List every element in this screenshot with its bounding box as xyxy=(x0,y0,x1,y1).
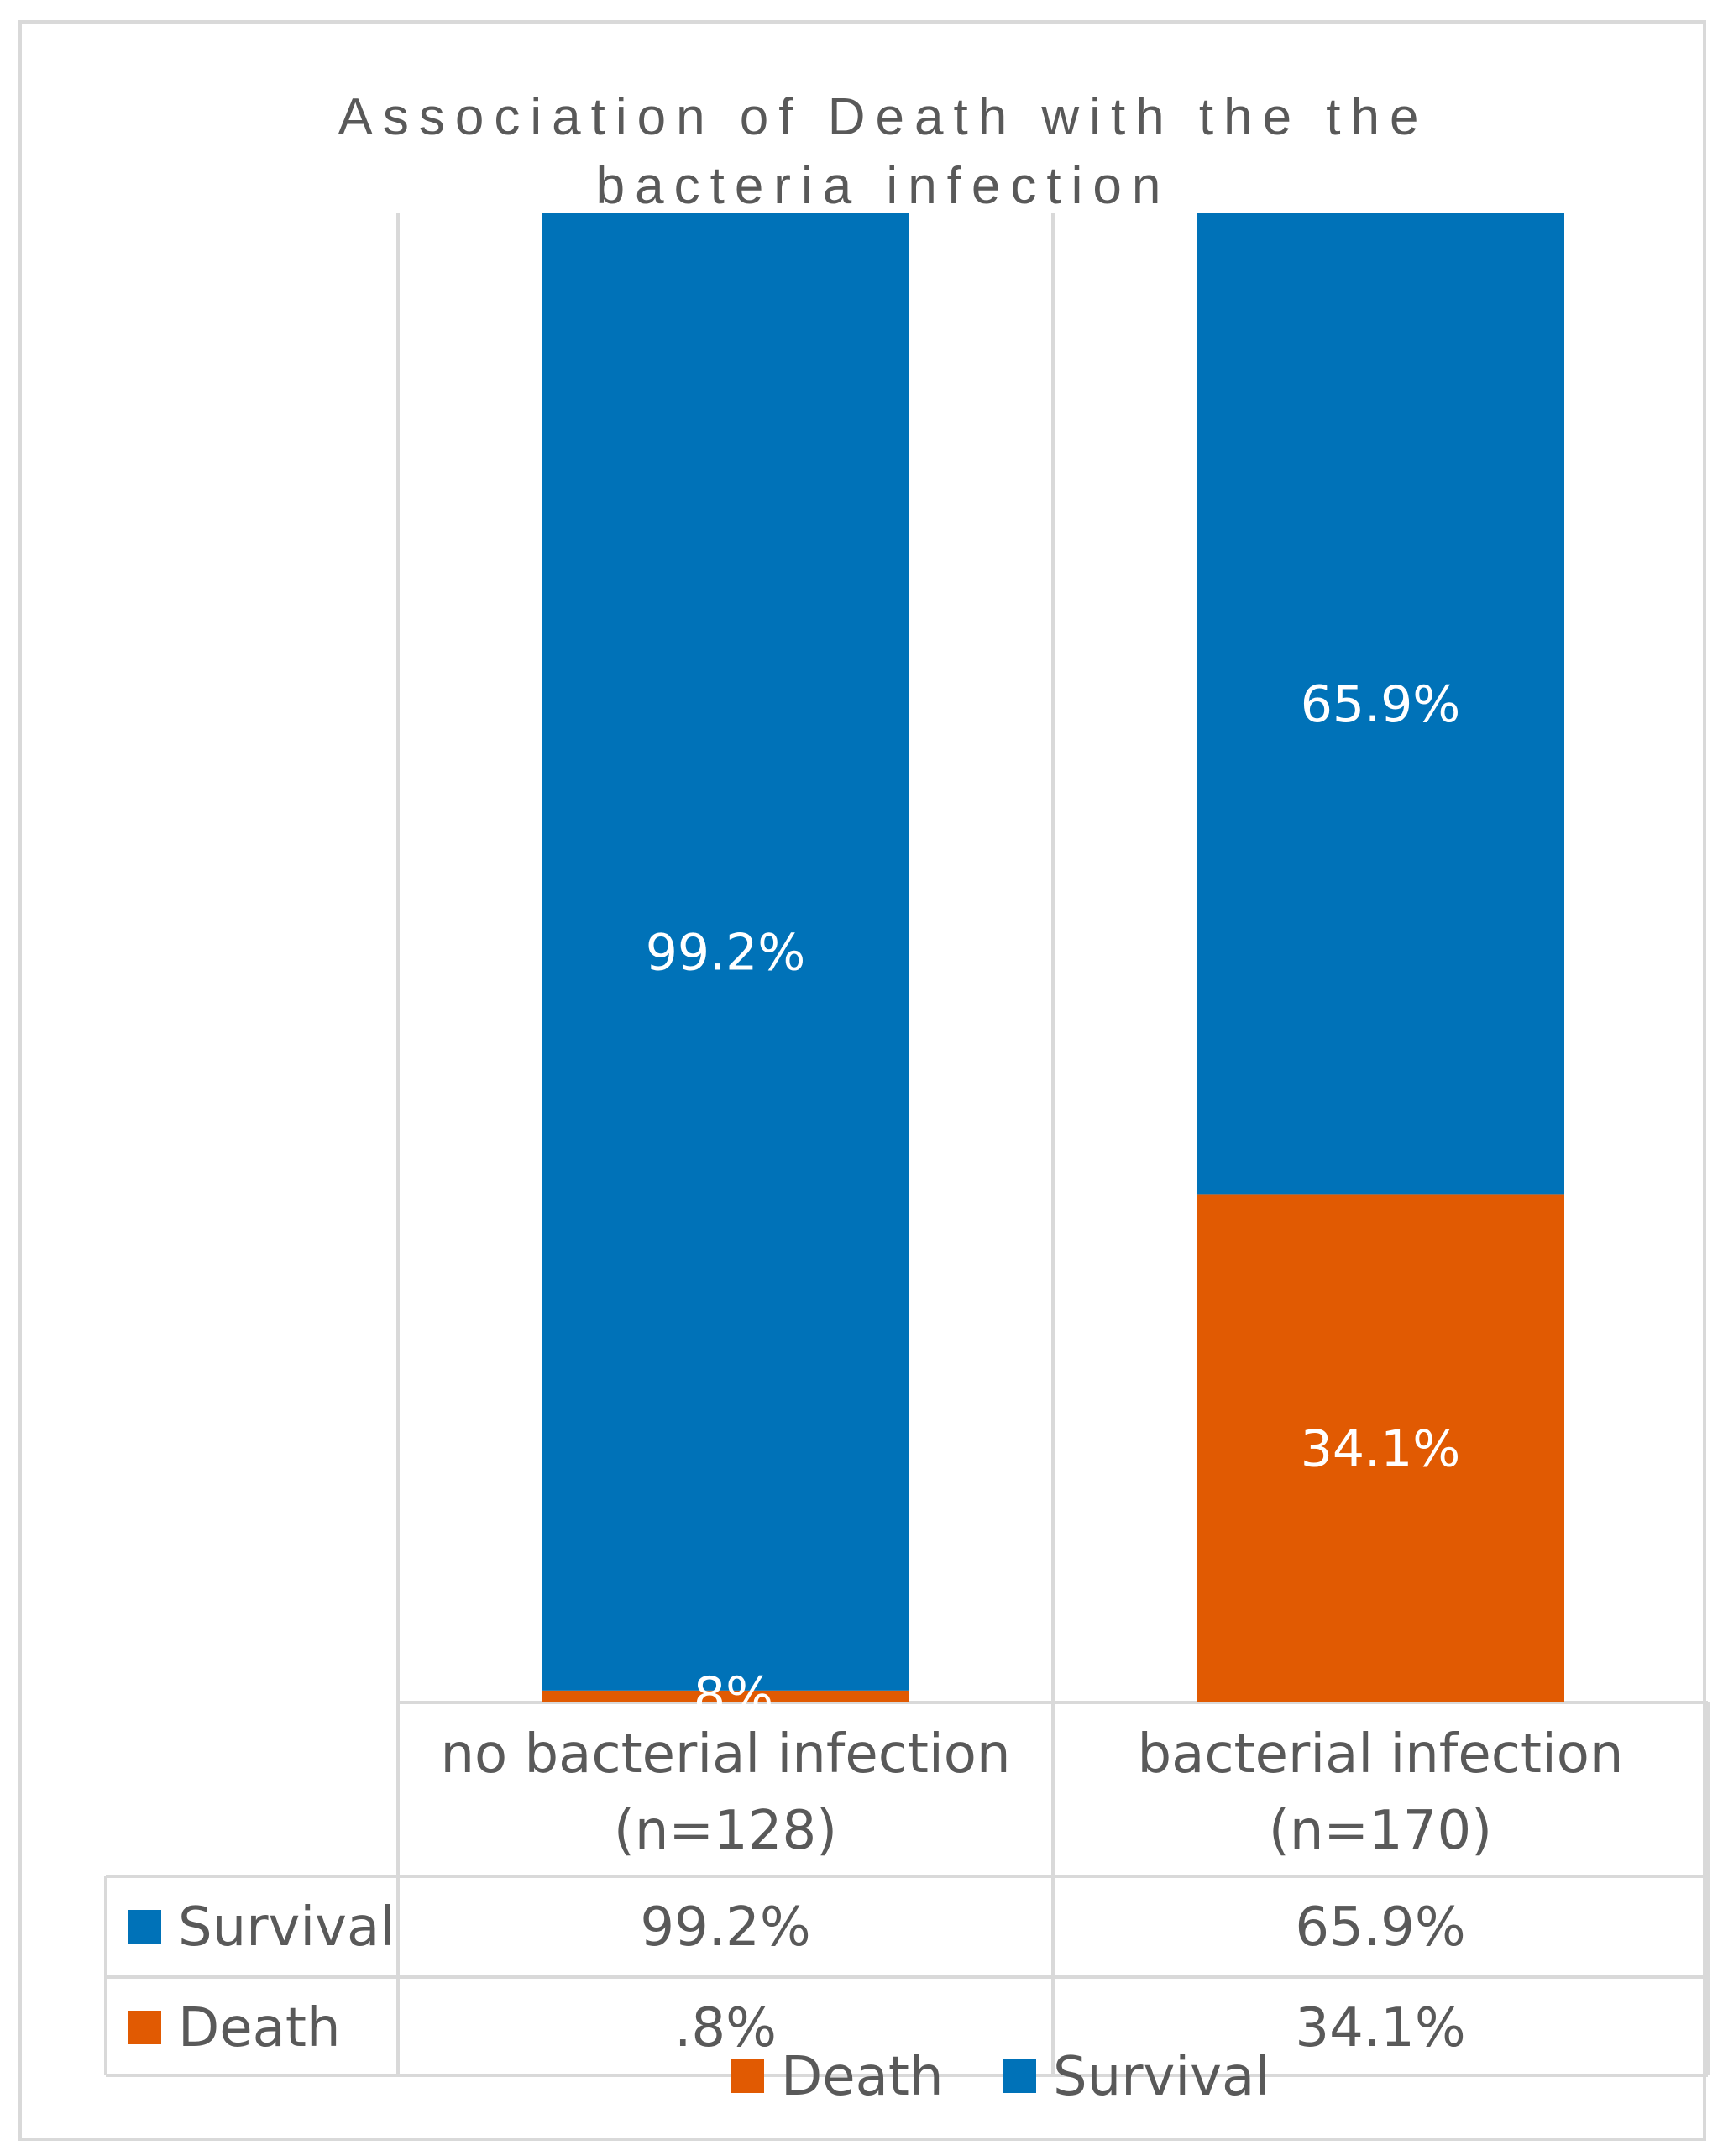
data-label-death-1: 34.1% xyxy=(1301,1420,1461,1479)
chart-title-line-2: bacteria infection xyxy=(596,157,1171,215)
legend-label-death: Death xyxy=(781,2046,944,2108)
category-label-1-line-2: (n=170) xyxy=(1269,1800,1492,1862)
legend-label-survival: Survival xyxy=(1053,2046,1270,2108)
table-cell-death-1: 34.1% xyxy=(1295,1997,1465,2059)
bar-survival-1 xyxy=(1197,213,1564,1195)
data-table: Survival 99.2% 65.9% Death .8% 34.1% xyxy=(128,1896,1466,2059)
table-row-label-survival: Survival xyxy=(178,1896,395,1959)
data-labels: .8% 99.2% 34.1% 65.9% xyxy=(646,675,1461,1725)
table-cell-survival-0: 99.2% xyxy=(640,1896,810,1959)
legend-key-survival xyxy=(1003,2059,1036,2093)
legend: Death Survival xyxy=(731,2046,1270,2108)
category-label-0-line-2: (n=128) xyxy=(614,1800,837,1862)
table-cell-death-0: .8% xyxy=(674,1997,777,2059)
bars xyxy=(542,213,1564,1702)
bar-survival-0 xyxy=(542,213,909,1691)
stacked-bar-chart: Association of Death with the the bacter… xyxy=(104,88,1710,2108)
chart-title-line-1: Association of Death with the the xyxy=(338,88,1429,146)
category-labels: no bacterial infection (n=128) bacterial i… xyxy=(440,1723,1623,1862)
chart-container: Association of Death with the the bacter… xyxy=(18,20,1710,2141)
table-cell-survival-1: 65.9% xyxy=(1295,1896,1465,1959)
table-key-survival xyxy=(128,1910,161,1944)
bar-death-0 xyxy=(542,1690,909,1702)
data-label-survival-1: 65.9% xyxy=(1301,675,1461,734)
category-label-1-line-1: bacterial infection xyxy=(1138,1723,1624,1786)
table-key-death xyxy=(128,2011,161,2044)
bar-death-1 xyxy=(1197,1194,1564,1702)
legend-key-death xyxy=(731,2059,764,2093)
data-label-survival-0: 99.2% xyxy=(646,923,806,982)
data-label-death-0: .8% xyxy=(678,1666,773,1725)
table-row-label-death: Death xyxy=(178,1997,341,2059)
category-label-0-line-1: no bacterial infection xyxy=(440,1723,1010,1786)
chart-title: Association of Death with the the bacter… xyxy=(338,88,1429,215)
